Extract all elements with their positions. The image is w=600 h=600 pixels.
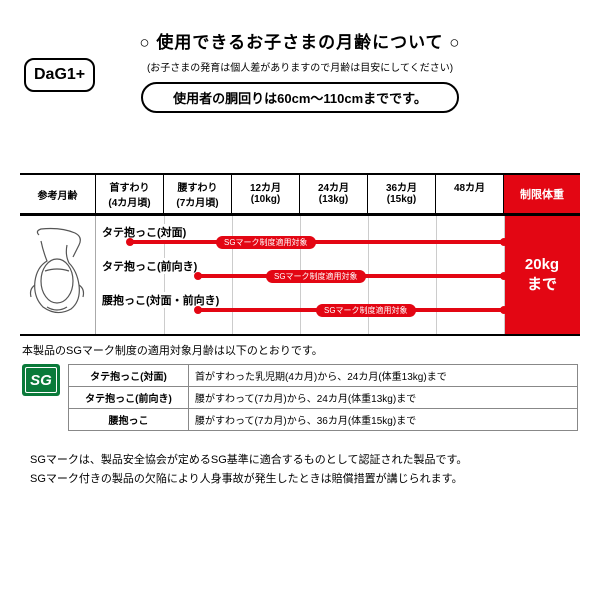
sg-table-row: タテ抱っこ(対面)首がすわった乳児期(4カ月)から、24カ月(体重13kg)まで bbox=[69, 365, 577, 387]
age-column-header: 24カ月(13kg) bbox=[300, 175, 368, 213]
age-column-header: 腰すわり(7カ月頃) bbox=[164, 175, 232, 213]
sg-pill: SGマーク制度適用対象 bbox=[266, 270, 366, 283]
sg-age-table: タテ抱っこ(対面)首がすわった乳児期(4カ月)から、24カ月(体重13kg)まで… bbox=[68, 364, 578, 431]
product-badge: DaG1+ bbox=[24, 58, 95, 92]
carry-mode-label: タテ抱っこ(対面) bbox=[100, 224, 188, 240]
age-column-header: 12カ月(10kg) bbox=[232, 175, 300, 213]
carry-mode-label: 腰抱っこ(対面・前向き) bbox=[100, 292, 221, 308]
sg-pill: SGマーク制度適用対象 bbox=[216, 236, 316, 249]
age-range-bar bbox=[130, 240, 504, 244]
usage-chart: 参考月齢首すわり(4カ月頃)腰すわり(7カ月頃)12カ月(10kg)24カ月(1… bbox=[20, 173, 580, 336]
page-title: ○ 使用できるお子さまの月齢について ○ bbox=[0, 28, 600, 53]
sg-pill: SGマーク制度適用対象 bbox=[316, 304, 416, 317]
sg-table-row: 腰抱っこ腰がすわって(7カ月)から、36カ月(体重15kg)まで bbox=[69, 409, 577, 430]
sg-note: 本製品のSGマーク制度の適用対象月齢は以下のとおりです。 bbox=[22, 342, 578, 358]
weight-limit: 20kgまで bbox=[504, 216, 580, 334]
ref-age-header: 参考月齢 bbox=[20, 175, 96, 213]
footer-text: SGマークは、製品安全協会が定めるSG基準に適合するものとして認証された製品です… bbox=[30, 451, 570, 488]
age-column-header: 36カ月(15kg) bbox=[368, 175, 436, 213]
carry-mode-label: タテ抱っこ(前向き) bbox=[100, 258, 199, 274]
age-column-header: 48カ月 bbox=[436, 175, 504, 213]
limit-header: 制限体重 bbox=[504, 175, 580, 213]
carrier-illustration bbox=[21, 227, 95, 323]
age-column-header: 首すわり(4カ月頃) bbox=[96, 175, 164, 213]
waist-note: 使用者の胴回りは60cm〜110cmまでです。 bbox=[141, 82, 459, 113]
sg-table-row: タテ抱っこ(前向き)腰がすわって(7カ月)から、24カ月(体重13kg)まで bbox=[69, 387, 577, 409]
sg-mark-icon: SG bbox=[22, 364, 60, 396]
